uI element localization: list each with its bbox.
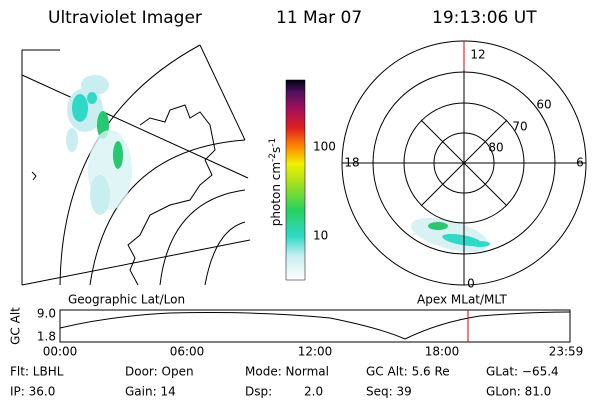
map-line xyxy=(127,104,216,286)
panel-label: Geographic Lat/Lon xyxy=(68,293,185,307)
unit: photon cm xyxy=(269,162,283,226)
mlat-label: 70 xyxy=(512,120,527,134)
map-line xyxy=(420,119,508,207)
status: GLon: 81.0 xyxy=(486,385,551,399)
status: Gain: 14 xyxy=(125,385,176,399)
status: GC Alt: 5.6 Re xyxy=(366,365,450,379)
x-tick-label: 12:00 xyxy=(298,345,333,359)
x-tick-label: 00:00 xyxy=(43,345,78,359)
shape xyxy=(59,309,571,343)
colorbar-label: photon cm-2s-1 xyxy=(268,138,283,227)
x-tick-label: 23:59 xyxy=(549,345,584,359)
time: 19:13:06 UT xyxy=(432,8,537,28)
x-tick-label: 06:00 xyxy=(170,345,205,359)
status: Flt: LBHL xyxy=(10,365,64,379)
status: 2.0 xyxy=(304,385,323,399)
map-line xyxy=(204,221,246,286)
map-line xyxy=(31,171,37,181)
mlt-label: 0 xyxy=(467,277,475,291)
y-tick-label: 9.0 xyxy=(37,307,56,321)
map-line xyxy=(59,311,571,340)
shape xyxy=(90,175,110,215)
axis-label: GC Alt xyxy=(9,307,23,345)
mlat-label: 80 xyxy=(488,141,503,155)
panel-label: Apex MLat/MLT xyxy=(417,293,507,307)
date: 11 Mar 07 xyxy=(276,8,362,28)
mlat-label: 60 xyxy=(536,98,551,112)
map-line xyxy=(21,74,249,179)
y-tick-label: 1.8 xyxy=(37,330,56,344)
mlt-label: 18 xyxy=(344,156,359,170)
unit: s xyxy=(269,147,283,153)
shape xyxy=(21,44,251,286)
instrument-title: Ultraviolet Imager xyxy=(48,8,202,28)
status: IP: 36.0 xyxy=(10,385,55,399)
x-tick-label: 18:00 xyxy=(425,345,460,359)
map-line xyxy=(89,139,246,286)
geographic-map xyxy=(21,44,251,286)
altitude-plot: GC Alt 9.0 1.8 00:00 06:00 12:00 18:00 2… xyxy=(9,307,584,359)
shape xyxy=(113,141,123,169)
exponent: -1 xyxy=(268,138,278,147)
status: GLat: −65.4 xyxy=(486,365,559,379)
colorbar xyxy=(285,79,306,281)
mlt-label: 6 xyxy=(576,156,584,170)
status: Door: Open xyxy=(125,365,194,379)
shape xyxy=(66,128,78,152)
shape xyxy=(87,92,97,104)
status-footer: Flt: LBHL Door: Open Mode: Normal GC Alt… xyxy=(10,365,559,399)
shape xyxy=(341,40,587,286)
map-line xyxy=(21,239,251,286)
colorbar-tick: 100 xyxy=(313,140,336,154)
status: Dsp: xyxy=(245,385,272,399)
mlt-label: 12 xyxy=(470,48,485,62)
map-line xyxy=(159,189,246,286)
aurora-emission xyxy=(411,217,490,253)
exponent: -2 xyxy=(268,153,278,162)
shape xyxy=(72,94,88,122)
colorbar-tick: 10 xyxy=(313,229,328,243)
status: Mode: Normal xyxy=(245,365,329,379)
aurora-emission xyxy=(66,75,132,215)
map-line xyxy=(199,44,246,141)
status: Seq: 39 xyxy=(366,385,412,399)
shape xyxy=(470,241,490,247)
shape xyxy=(428,222,448,230)
polar-plot: 12 18 6 0 80 70 60 xyxy=(341,40,587,291)
